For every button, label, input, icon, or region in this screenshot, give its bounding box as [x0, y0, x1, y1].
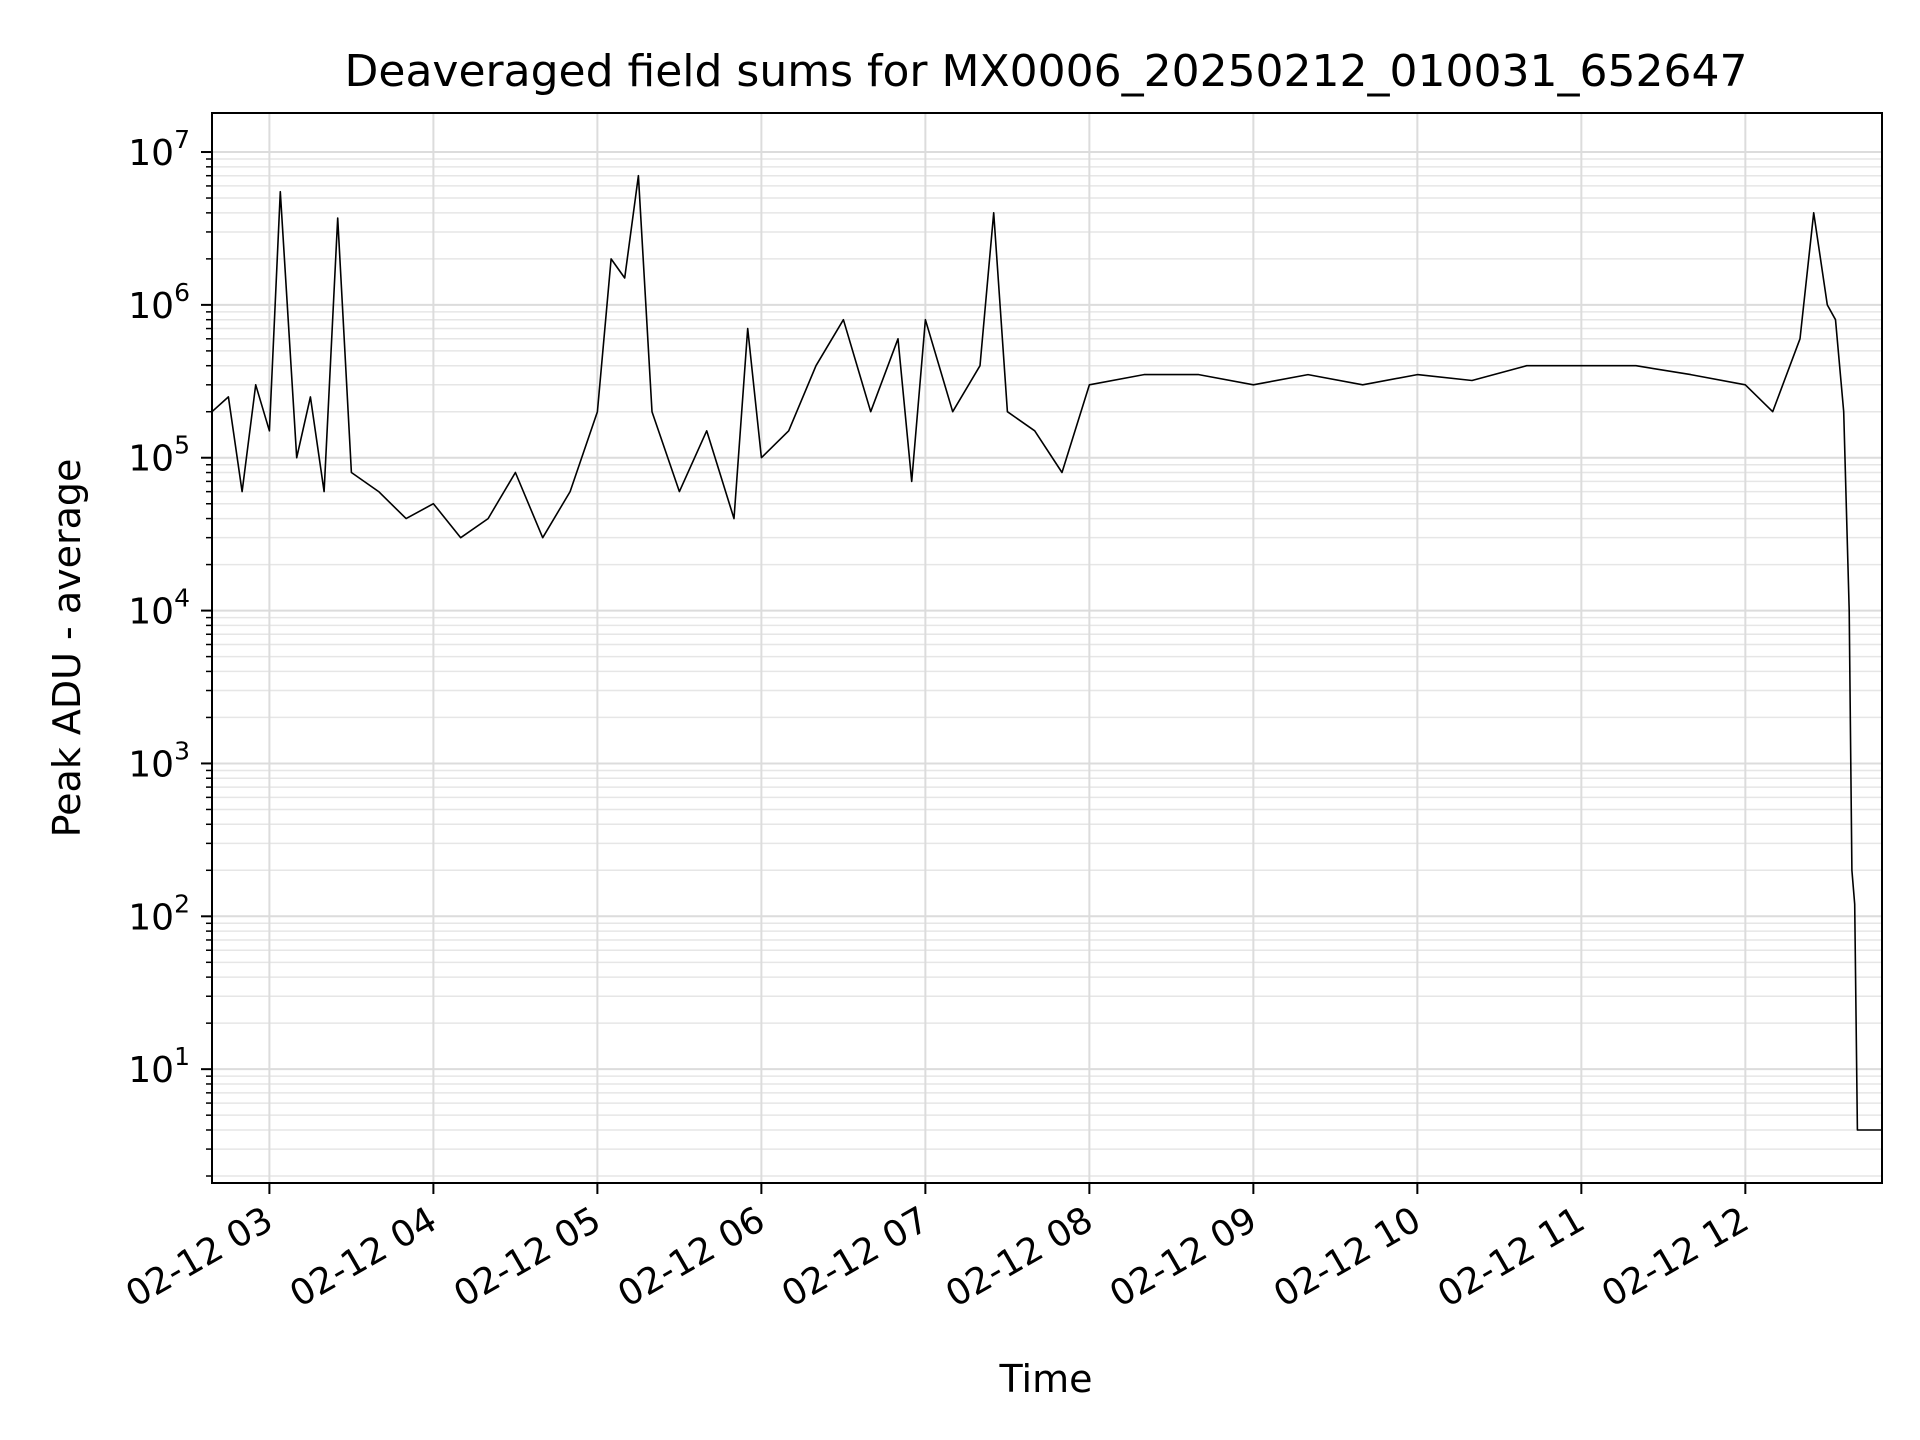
grid [212, 113, 1882, 1183]
x-tick-label: 02-12 07 [775, 1199, 936, 1315]
x-tick-label: 02-12 11 [1431, 1199, 1592, 1315]
y-tick-label: 103 [128, 736, 190, 785]
y-tick-label: 102 [128, 889, 190, 938]
plot-area [211, 174, 1882, 1131]
y-axis: 101 102 103 104 105 106 107 [128, 125, 212, 1177]
y-tick-label: 101 [128, 1042, 190, 1091]
x-tick-label: 02-12 04 [283, 1199, 444, 1315]
x-axis: 02-12 03 02-12 04 02-12 05 02-12 06 02-12 07… [119, 1183, 1756, 1316]
x-tick-label: 02-12 06 [611, 1199, 772, 1315]
x-tick-label: 02-12 08 [939, 1199, 1100, 1315]
x-tick-label: 02-12 05 [447, 1199, 608, 1315]
x-tick-label: 02-12 10 [1267, 1199, 1428, 1315]
plot-frame [211, 112, 1883, 1184]
y-tick-label: 106 [128, 278, 190, 327]
y-axis-title: Peak ADU - average [45, 459, 89, 838]
y-tick-label: 105 [128, 431, 190, 480]
chart-title: Deaveraged field sums for MX0006_2025021… [345, 46, 1748, 97]
x-tick-label: 02-12 12 [1595, 1199, 1756, 1315]
series-line [211, 174, 1882, 1131]
x-tick-label: 02-12 03 [119, 1199, 280, 1315]
y-tick-label: 107 [128, 125, 190, 174]
y-tick-label: 104 [128, 584, 190, 633]
x-tick-label: 02-12 09 [1103, 1199, 1264, 1315]
x-axis-title: Time [999, 1357, 1093, 1401]
